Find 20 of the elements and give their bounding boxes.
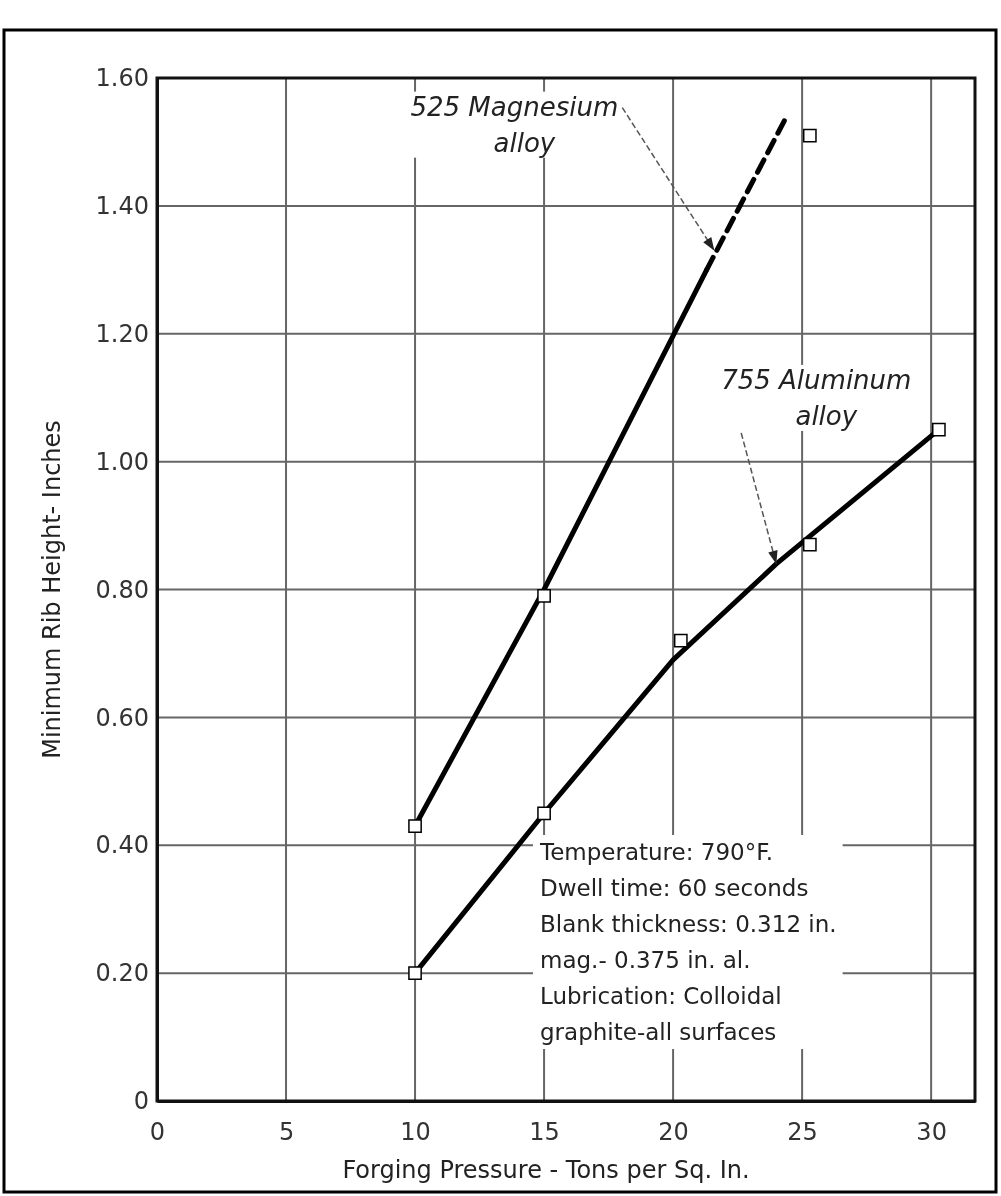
x-axis-title: Forging Pressure - Tons per Sq. In. xyxy=(342,1156,750,1184)
y-axis-title: Minimum Rib Height- Inches xyxy=(38,420,66,759)
y-tick-label: 0.60 xyxy=(95,703,149,732)
y-tick-label: 0.20 xyxy=(95,959,149,988)
x-tick-label: 5 xyxy=(278,1118,295,1147)
y-tick-label: 1.40 xyxy=(95,192,149,221)
annotation: 525 Magnesium alloy xyxy=(410,91,619,158)
y-tick-label: 1.20 xyxy=(95,319,149,348)
x-tick-label: 10 xyxy=(400,1118,431,1147)
y-tick-label: 1.60 xyxy=(95,64,149,93)
annotation: Temperature: 790°F. Dwell time: 60 seconds Blank thickness: 0.312 in. mag.- 0.375 in. al. Lubrication: Colloidal graphite-all surfaces xyxy=(539,839,837,1045)
y-tick-label: 1.00 xyxy=(95,447,149,476)
y-tick-label: 0.40 xyxy=(95,831,149,860)
annotation: 755 Aluminum alloy xyxy=(721,364,912,431)
x-tick-label: 20 xyxy=(658,1118,689,1147)
x-tick-label: 25 xyxy=(787,1118,818,1147)
y-tick-label: 0.80 xyxy=(95,575,149,604)
x-tick-label: 15 xyxy=(529,1118,560,1147)
x-tick-label: 30 xyxy=(916,1118,947,1147)
y-tick-label: 0 xyxy=(133,1087,149,1116)
